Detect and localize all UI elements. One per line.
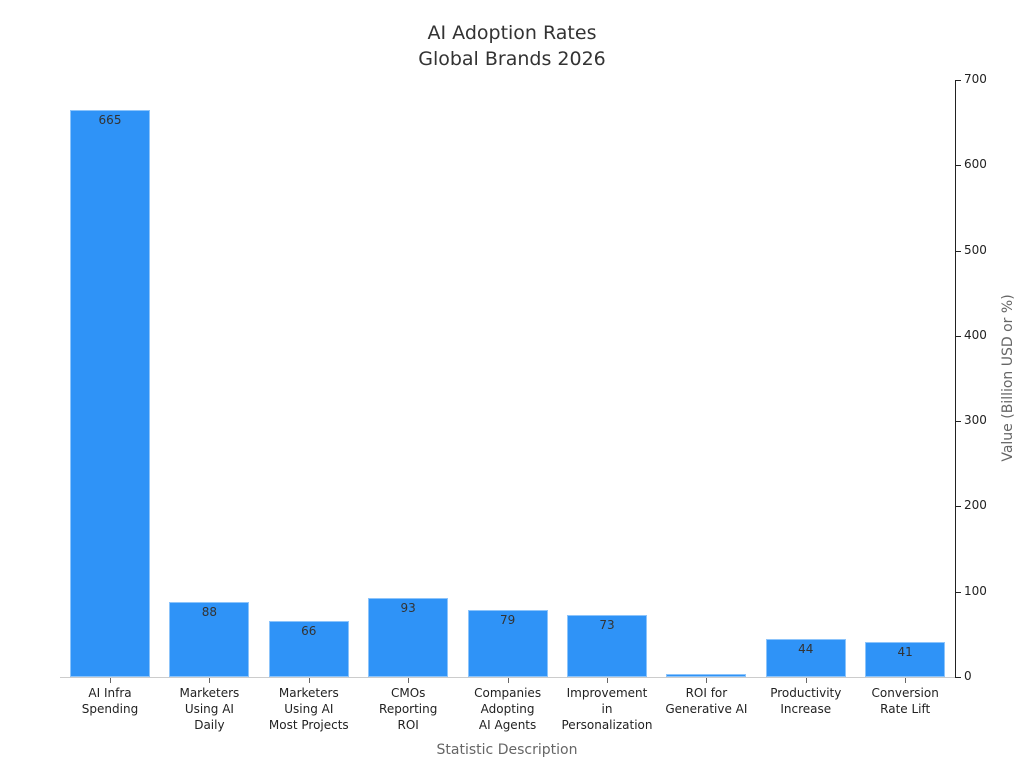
bar <box>368 597 449 677</box>
bar-value-label: 79 <box>499 612 516 627</box>
y-tick <box>956 506 961 508</box>
bar <box>268 620 349 677</box>
bar-value-label: 44 <box>798 642 814 657</box>
bar-value-label: 93 <box>400 600 416 615</box>
y-tick <box>956 591 961 593</box>
x-tick-label: AI Infra Spending <box>81 686 139 716</box>
x-tick-label: CMOs Reporting ROI <box>379 686 438 732</box>
x-tick <box>408 678 410 683</box>
y-tick <box>956 250 961 252</box>
x-tick <box>805 678 807 683</box>
x-tick-label: Companies Adopting AI Agents <box>474 686 542 732</box>
x-tick <box>209 678 211 683</box>
bar <box>70 109 150 677</box>
y-tick-label: 500 <box>964 242 987 257</box>
x-tick-label: Improvement in Personalization <box>561 686 653 732</box>
bar-value-label: 73 <box>599 617 615 632</box>
chart-title: AI Adoption Rates <box>427 22 597 44</box>
y-tick-label: 400 <box>964 327 987 342</box>
bar-value-label: 66 <box>301 623 317 638</box>
y-tick <box>956 335 961 337</box>
y-tick-label: 600 <box>964 157 987 172</box>
x-tick <box>507 678 509 683</box>
bar <box>865 642 946 677</box>
y-tick-label: 0 <box>964 669 972 683</box>
bar <box>467 609 548 677</box>
y-tick-label: 200 <box>964 498 987 513</box>
x-tick <box>905 678 907 683</box>
x-tick-label: Marketers Using AI Most Projects <box>268 686 349 732</box>
chart-subtitle: Global Brands 2026 <box>418 48 606 70</box>
y-axis-title: Value (Billion USD or %) <box>1000 294 1016 462</box>
x-axis-title: Statistic Description <box>436 742 578 758</box>
bar-value-label: 41 <box>897 645 913 660</box>
x-tick <box>706 678 708 683</box>
x-tick-label: Marketers Using AI Daily <box>179 686 240 732</box>
bar <box>765 639 846 677</box>
x-tick-label: Productivity Increase <box>770 686 842 716</box>
bar <box>169 601 250 677</box>
x-tick <box>308 678 310 683</box>
x-tick <box>607 678 608 683</box>
bar-value-label: 665 <box>98 112 122 127</box>
x-axis-line <box>60 677 956 678</box>
x-tick <box>110 678 111 683</box>
y-tick <box>956 677 961 678</box>
y-tick-label: 100 <box>964 583 987 598</box>
bar-value-label: 88 <box>201 604 218 619</box>
y-tick-label: 300 <box>964 413 987 428</box>
x-tick-label: Conversion Rate Lift <box>871 686 939 716</box>
y-tick <box>956 165 961 167</box>
bar <box>666 673 747 677</box>
y-axis-line <box>955 80 956 678</box>
y-tick <box>956 80 961 81</box>
bar <box>567 614 647 677</box>
x-tick-label: ROI for Generative AI <box>665 686 748 716</box>
y-tick-label: 700 <box>964 72 987 86</box>
y-tick <box>956 421 961 423</box>
